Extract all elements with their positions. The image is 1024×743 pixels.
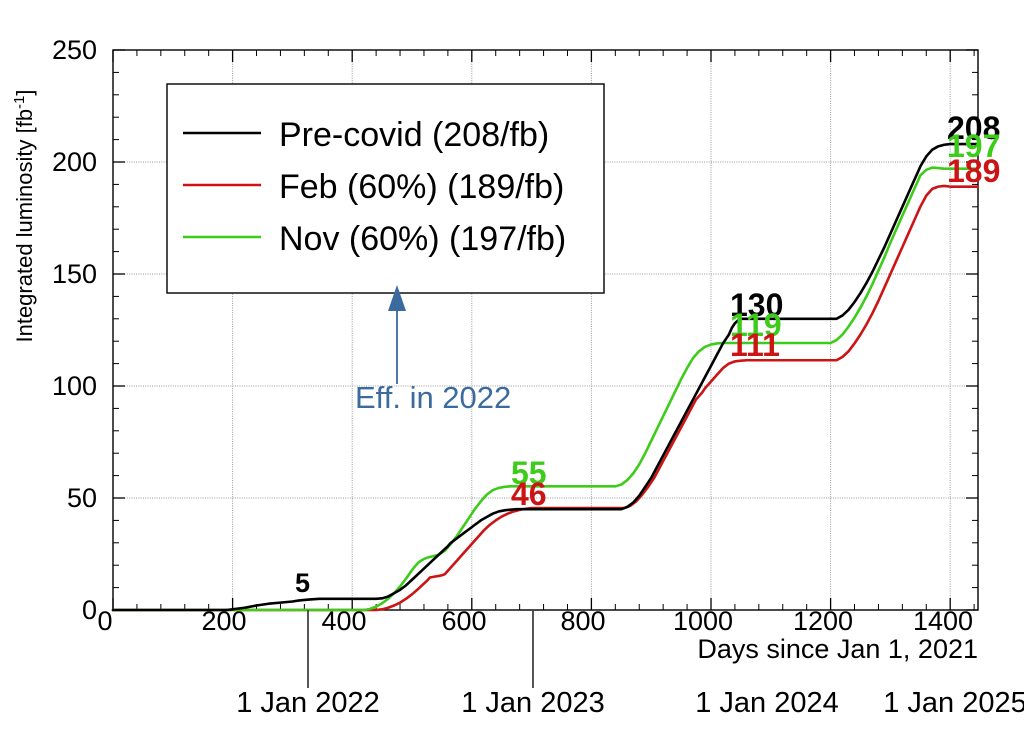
svg-text:250: 250 [52,35,97,65]
svg-text:Integrated luminosity [fb-1]: Integrated luminosity [fb-1] [11,89,38,342]
svg-text:50: 50 [67,483,97,513]
svg-text:Days since Jan 1, 2021: Days since Jan 1, 2021 [697,634,978,664]
svg-text:100: 100 [52,371,97,401]
svg-text:0: 0 [97,606,112,636]
svg-text:189: 189 [947,153,1000,189]
svg-text:111: 111 [730,327,780,363]
svg-text:Nov (60%) (197/fb): Nov (60%) (197/fb) [279,220,566,258]
svg-text:Feb (60%) (189/fb): Feb (60%) (189/fb) [279,168,564,206]
svg-text:1200: 1200 [793,606,853,636]
svg-text:1400: 1400 [913,606,973,636]
svg-text:5: 5 [295,568,310,598]
svg-text:600: 600 [441,606,486,636]
svg-text:1000: 1000 [673,606,733,636]
svg-text:200: 200 [52,147,97,177]
svg-text:1 Jan 2023: 1 Jan 2023 [461,687,605,719]
svg-text:800: 800 [560,606,605,636]
svg-text:150: 150 [52,259,97,289]
svg-text:46: 46 [511,476,547,512]
svg-text:Pre-covid (208/fb): Pre-covid (208/fb) [279,116,549,154]
svg-text:0: 0 [82,595,97,625]
svg-text:1 Jan 2022: 1 Jan 2022 [236,687,380,719]
svg-text:1 Jan 2024: 1 Jan 2024 [695,687,839,719]
svg-text:Eff. in 2022: Eff. in 2022 [355,380,511,415]
svg-text:1 Jan 2025: 1 Jan 2025 [883,687,1024,719]
